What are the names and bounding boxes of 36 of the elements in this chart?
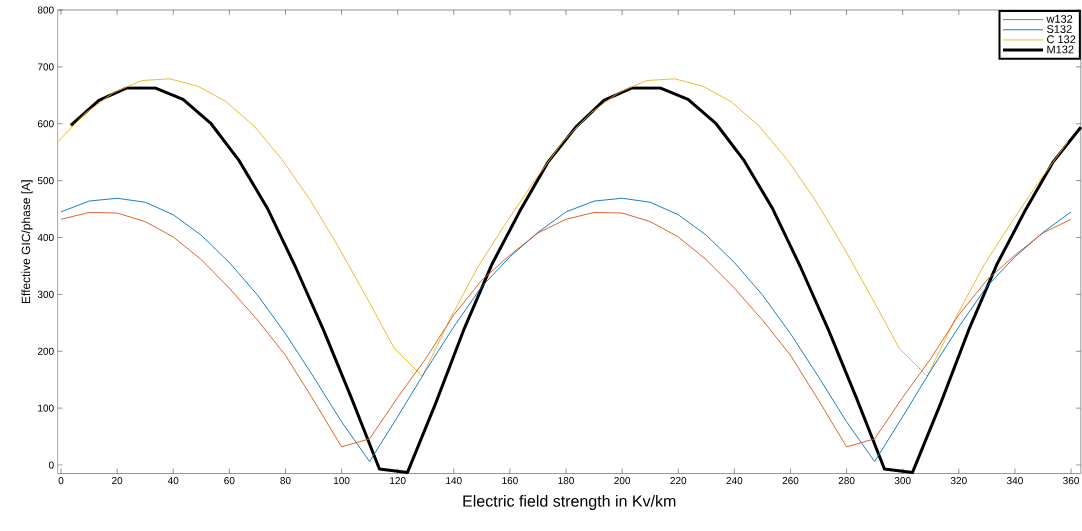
x-tick-label: 20 <box>112 477 123 485</box>
y-tick-label: 400 <box>37 233 54 242</box>
x-tick-label: 320 <box>950 477 967 485</box>
x-tick-label: 120 <box>390 477 406 485</box>
x-tick-label: 340 <box>1006 477 1023 485</box>
legend-label: C 132 <box>1047 35 1076 44</box>
x-tick-label: 240 <box>726 477 743 485</box>
y-tick-label: 700 <box>37 63 54 71</box>
y-tick-label: 200 <box>37 347 54 355</box>
legend-label: w132 <box>1046 15 1073 23</box>
y-tick-label: 600 <box>37 120 54 128</box>
line-series <box>57 78 1069 377</box>
y-tick-label: 800 <box>37 6 54 14</box>
x-tick-label: 300 <box>894 477 911 485</box>
x-tick-label: 40 <box>167 477 179 485</box>
line-series <box>69 86 1082 474</box>
x-tick-label: 220 <box>670 477 687 485</box>
legend-label: S132 <box>1047 25 1072 33</box>
y-tick-label: 500 <box>37 177 54 185</box>
x-tick-label: 100 <box>333 477 350 485</box>
x-tick-label: 200 <box>614 477 631 485</box>
legend-label: M132 <box>1047 45 1074 54</box>
y-tick-label: 300 <box>37 290 54 298</box>
x-tick-label: 180 <box>558 477 574 485</box>
x-tick-label: 60 <box>224 477 235 485</box>
x-axis-title: Electric field strength in Kv/km <box>463 495 676 510</box>
x-tick-label: 280 <box>838 477 855 485</box>
x-tick-label: 360 <box>1063 477 1079 485</box>
y-axis-title: Effective GIC/phase [A] <box>21 180 33 304</box>
x-tick-label: 80 <box>280 477 291 485</box>
x-tick-label: 260 <box>782 477 799 485</box>
y-tick-label: 100 <box>38 404 54 412</box>
y-tick-label: 0 <box>48 461 54 469</box>
x-tick-label: 160 <box>502 477 518 485</box>
x-tick-label: 140 <box>446 477 462 485</box>
x-tick-label: 0 <box>58 477 64 485</box>
